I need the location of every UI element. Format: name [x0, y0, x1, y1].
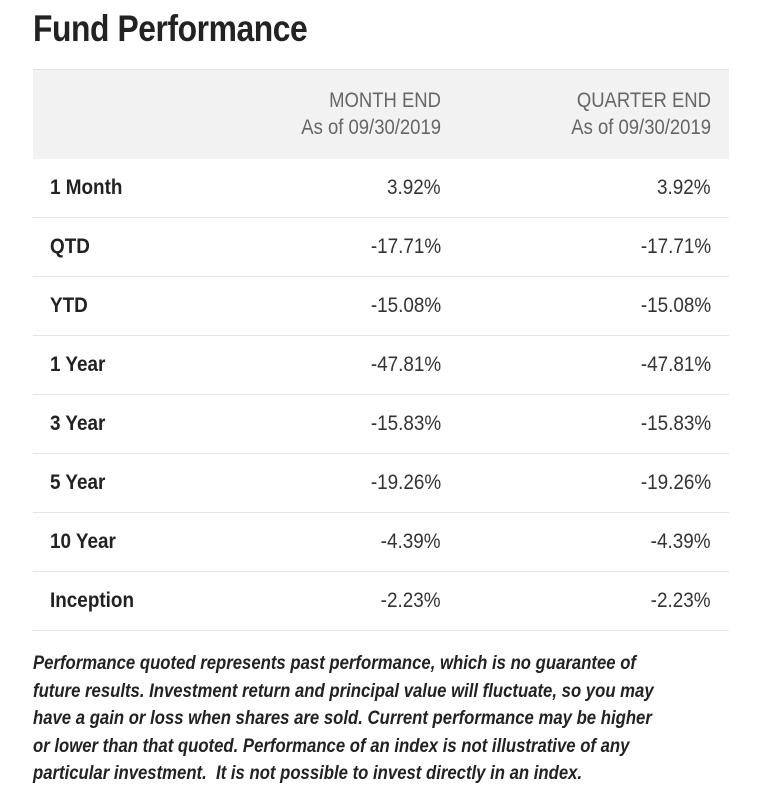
header-row: MONTH END As of 09/30/2019 QUARTER END A…	[33, 69, 729, 159]
disclaimer-line: have a gain or loss when shares are sold…	[33, 708, 652, 729]
month-end-value: -17.71%	[370, 235, 441, 258]
row-label: 1 Month	[50, 175, 123, 199]
row-label: 1 Year	[50, 353, 106, 376]
month-end-value: -4.39%	[381, 530, 441, 553]
month-end-value: -15.83%	[370, 412, 441, 435]
header-label-cell	[33, 70, 263, 159]
column-header-title: QUARTER END	[576, 89, 711, 113]
performance-disclaimer: Performance quoted represents past perfo…	[33, 650, 773, 788]
table-row: YTD -15.08% -15.08%	[33, 277, 729, 336]
row-label: QTD	[50, 235, 90, 258]
quarter-end-value: -17.71%	[640, 235, 711, 258]
quarter-end-value: -15.08%	[640, 294, 711, 317]
disclaimer-line: or lower than that quoted. Performance o…	[33, 735, 630, 757]
quarter-end-value: -47.81%	[640, 353, 711, 376]
table-row: 3 Year -15.83% -15.83%	[33, 395, 729, 454]
table-row: 10 Year -4.39% -4.39%	[33, 513, 729, 572]
table-body: 1 Month 3.92% 3.92% QTD -17.71% -17.71% …	[33, 159, 729, 631]
column-header-title: MONTH END	[329, 89, 441, 113]
column-header-month-end: MONTH END As of 09/30/2019	[263, 70, 459, 159]
row-label: 3 Year	[50, 412, 106, 435]
table-row: 1 Year -47.81% -47.81%	[33, 336, 729, 395]
table-header: MONTH END As of 09/30/2019 QUARTER END A…	[33, 69, 729, 159]
month-end-value: -15.08%	[370, 294, 441, 317]
table-row: 1 Month 3.92% 3.92%	[33, 159, 729, 218]
row-label: 5 Year	[50, 471, 106, 494]
month-end-value: -19.26%	[370, 471, 441, 494]
quarter-end-value: -2.23%	[651, 589, 711, 612]
table-row: 5 Year -19.26% -19.26%	[33, 454, 729, 513]
quarter-end-value: -19.26%	[640, 471, 711, 494]
month-end-value: 3.92%	[387, 175, 441, 199]
disclaimer-line: future results. Investment return and pr…	[33, 680, 654, 702]
row-label: Inception	[50, 589, 135, 612]
disclaimer-line: particular investment. It is not possibl…	[33, 763, 583, 784]
column-header-date: As of 09/30/2019	[301, 116, 441, 140]
page-title: Fund Performance	[33, 8, 308, 49]
quarter-end-value: -15.83%	[640, 412, 711, 435]
month-end-value: -47.81%	[370, 353, 441, 376]
table-row: Inception -2.23% -2.23%	[33, 572, 729, 631]
row-label: 10 Year	[50, 530, 116, 553]
column-header-quarter-end: QUARTER END As of 09/30/2019	[459, 70, 729, 159]
disclaimer-line: Performance quoted represents past perfo…	[33, 653, 637, 674]
column-header-date: As of 09/30/2019	[571, 116, 711, 140]
quarter-end-value: -4.39%	[651, 530, 711, 553]
performance-table: MONTH END As of 09/30/2019 QUARTER END A…	[33, 69, 729, 631]
month-end-value: -2.23%	[381, 589, 441, 612]
quarter-end-value: 3.92%	[657, 175, 711, 199]
table-row: QTD -17.71% -17.71%	[33, 218, 729, 277]
row-label: YTD	[50, 294, 88, 317]
